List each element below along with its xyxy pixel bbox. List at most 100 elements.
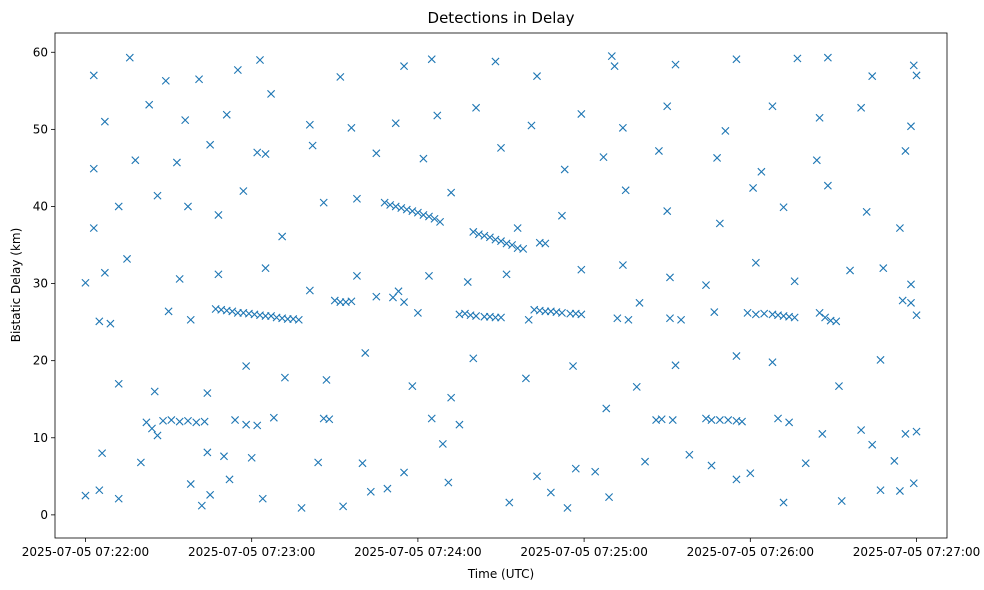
data-point xyxy=(846,266,855,275)
data-point xyxy=(724,416,733,425)
data-point xyxy=(497,313,505,322)
data-point xyxy=(707,416,716,425)
data-point xyxy=(186,480,195,489)
data-point xyxy=(665,273,674,282)
data-point xyxy=(125,53,134,62)
data-point xyxy=(197,501,206,510)
data-point xyxy=(485,233,494,242)
y-tick-label: 60 xyxy=(33,45,48,59)
data-point xyxy=(577,109,586,118)
data-point xyxy=(358,459,367,468)
data-point xyxy=(98,449,107,458)
data-point xyxy=(400,298,409,307)
data-point xyxy=(278,232,287,241)
data-point xyxy=(280,373,289,382)
data-point xyxy=(785,418,794,427)
data-point xyxy=(779,498,788,507)
y-axis-ticks: 0 10 20 30 40 50 60 xyxy=(33,45,55,522)
data-point xyxy=(347,297,356,306)
data-point xyxy=(546,488,555,497)
x-tick-label: 2025-07-05 07:24:00 xyxy=(354,545,481,559)
data-point xyxy=(671,60,680,69)
data-point xyxy=(95,317,104,326)
data-point xyxy=(821,313,830,322)
data-point xyxy=(269,413,278,422)
data-point xyxy=(560,165,569,174)
data-point xyxy=(533,72,542,81)
data-point xyxy=(413,208,422,217)
data-point xyxy=(308,141,317,150)
data-point xyxy=(497,143,505,152)
data-point xyxy=(732,352,741,361)
data-point xyxy=(823,181,832,190)
data-point xyxy=(424,271,433,280)
data-point xyxy=(502,239,511,248)
data-point xyxy=(469,354,478,363)
data-point xyxy=(823,53,832,62)
data-point xyxy=(183,416,192,425)
x-axis-label: Time (UTC) xyxy=(467,567,534,581)
data-point xyxy=(427,55,436,64)
data-point xyxy=(502,270,511,279)
data-point xyxy=(89,164,98,173)
data-point xyxy=(89,71,98,80)
data-point xyxy=(186,315,195,324)
data-point xyxy=(751,310,760,319)
data-point xyxy=(621,186,630,195)
data-point xyxy=(602,404,611,413)
data-point xyxy=(605,493,614,502)
data-point xyxy=(624,315,633,324)
y-tick-label: 0 xyxy=(40,508,48,522)
data-point xyxy=(793,54,802,63)
chart-title: Detections in Delay xyxy=(428,9,575,27)
data-point xyxy=(607,52,616,61)
data-point xyxy=(100,268,109,277)
data-point xyxy=(233,66,242,74)
data-point xyxy=(790,277,799,286)
data-point xyxy=(150,387,159,396)
data-point xyxy=(231,416,240,425)
data-point xyxy=(895,224,904,233)
data-point xyxy=(901,429,910,438)
data-point xyxy=(912,71,921,80)
data-point xyxy=(497,237,505,246)
data-point xyxy=(383,484,392,493)
data-point xyxy=(413,308,422,317)
data-point xyxy=(261,150,270,159)
data-point xyxy=(768,358,777,367)
data-point xyxy=(751,258,760,267)
data-point xyxy=(391,202,400,211)
data-point xyxy=(253,421,262,430)
data-point xyxy=(258,494,267,503)
data-point xyxy=(419,154,428,163)
data-point xyxy=(261,264,270,273)
data-point xyxy=(136,458,145,467)
data-point xyxy=(710,308,719,317)
data-point xyxy=(713,153,722,162)
data-point xyxy=(352,271,361,280)
data-point xyxy=(225,475,234,484)
data-point xyxy=(297,503,306,512)
x-tick-label: 2025-07-05 07:25:00 xyxy=(520,545,647,559)
data-point xyxy=(715,219,724,228)
data-point xyxy=(906,122,915,131)
data-point xyxy=(707,461,716,470)
data-point xyxy=(665,314,674,323)
data-point xyxy=(438,439,447,448)
data-point xyxy=(222,110,231,119)
data-point xyxy=(663,207,672,216)
data-point xyxy=(394,287,403,296)
data-point xyxy=(779,203,788,212)
data-point xyxy=(757,167,766,176)
data-point xyxy=(815,308,824,317)
data-point xyxy=(214,270,223,279)
data-point xyxy=(419,210,428,219)
data-point xyxy=(167,416,176,425)
data-point xyxy=(815,113,824,122)
data-point xyxy=(195,75,204,84)
data-point xyxy=(519,244,528,253)
data-point xyxy=(330,296,339,305)
data-point xyxy=(732,55,741,64)
data-point xyxy=(857,426,866,435)
data-point xyxy=(671,361,680,370)
